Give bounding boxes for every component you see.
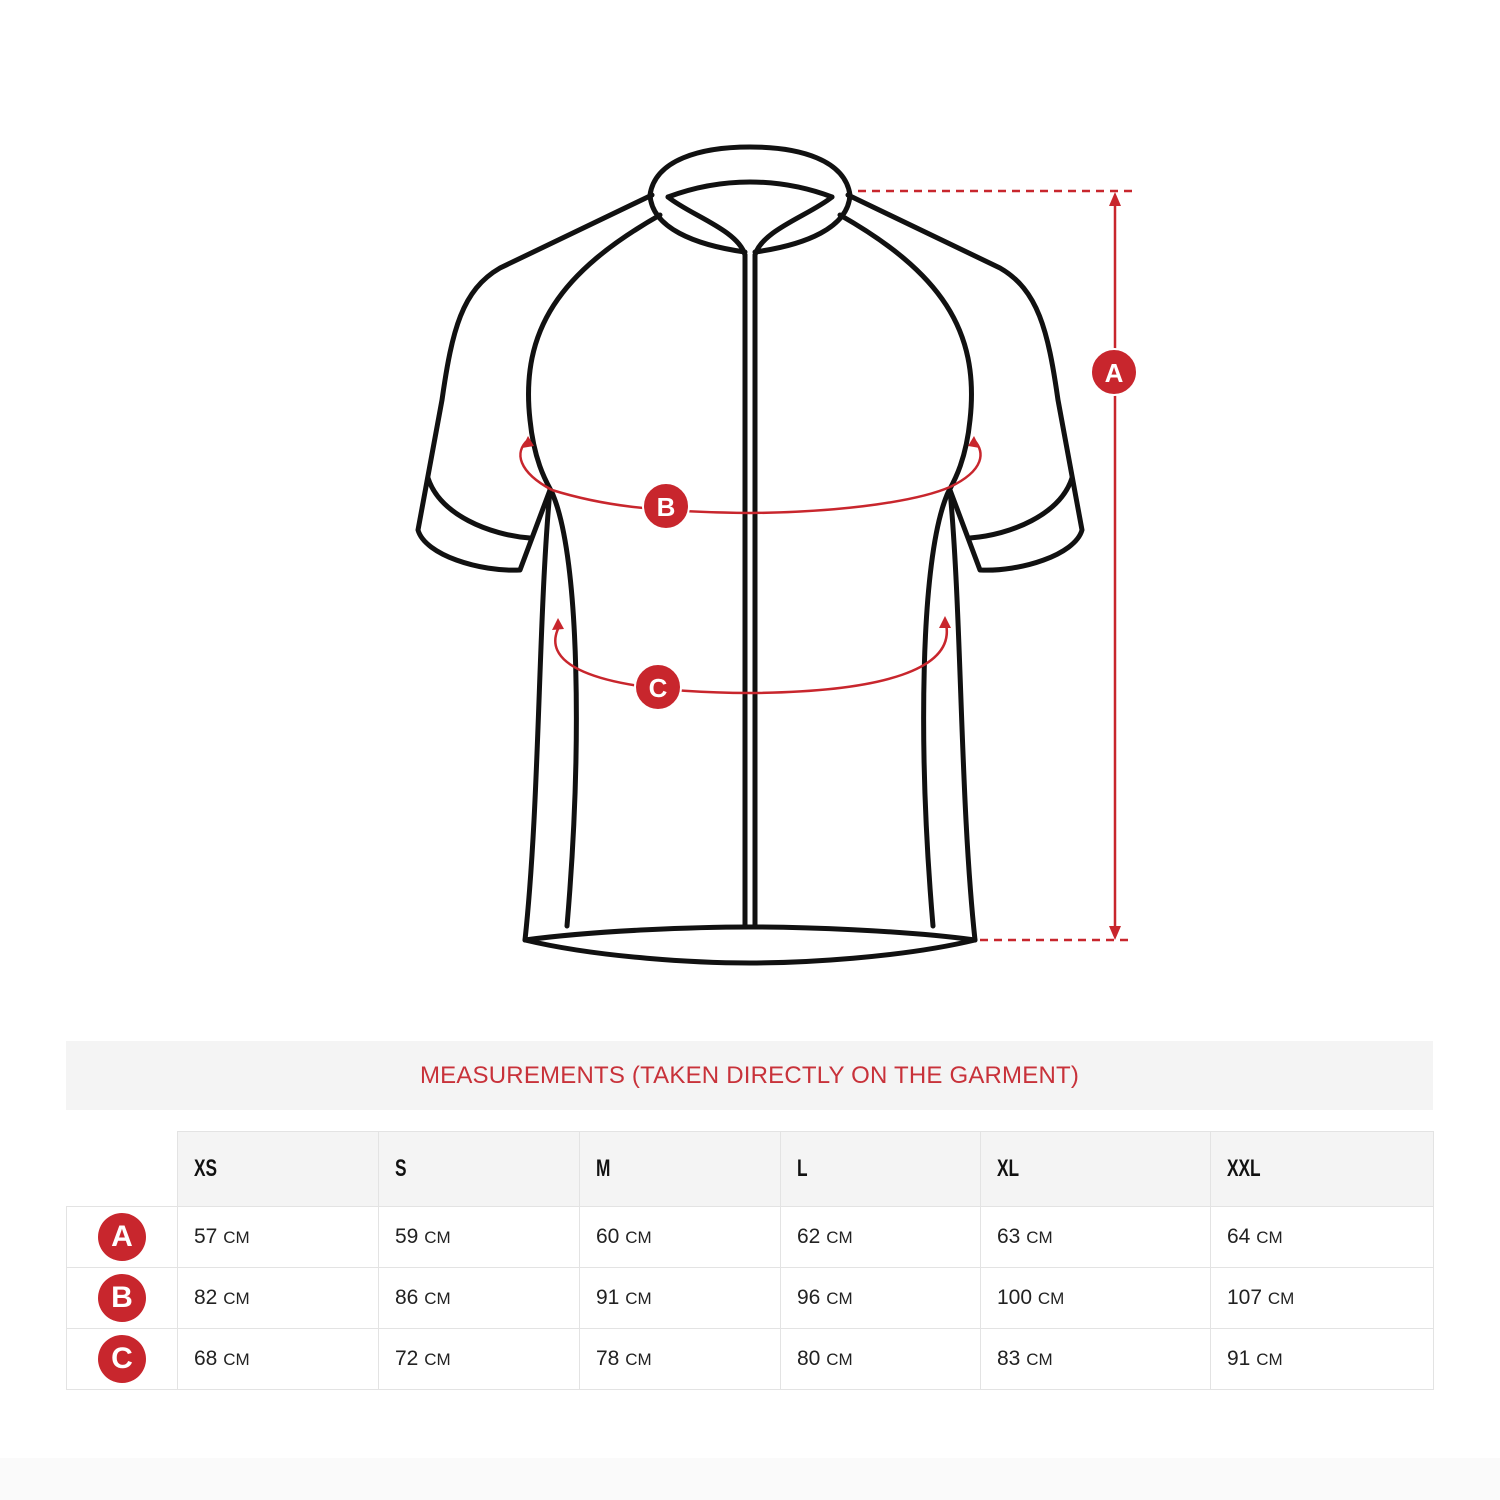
svg-text:A: A bbox=[1105, 358, 1124, 388]
measurement-cell: 64 CM bbox=[1210, 1206, 1434, 1268]
measurement-cell: 62 CM bbox=[780, 1206, 981, 1268]
size-header: S bbox=[378, 1131, 580, 1207]
measurement-cell: 100 CM bbox=[980, 1267, 1211, 1329]
measurement-cell: 86 CM bbox=[378, 1267, 580, 1329]
footer-strip bbox=[0, 1458, 1500, 1500]
measurement-cell: 78 CM bbox=[579, 1328, 781, 1390]
measurement-lines bbox=[519, 189, 1132, 942]
measurement-cell: 60 CM bbox=[579, 1206, 781, 1268]
row-label-cell: B bbox=[66, 1267, 178, 1329]
measurement-cell: 80 CM bbox=[780, 1328, 981, 1390]
measurement-cell: 83 CM bbox=[980, 1328, 1211, 1390]
marker-b-badge: B bbox=[98, 1274, 146, 1322]
size-header: XXL bbox=[1210, 1131, 1434, 1207]
measurement-row: A 57 CM 59 CM 60 CM 62 CM 63 CM 64 CM bbox=[66, 1206, 1434, 1268]
svg-text:B: B bbox=[657, 492, 676, 522]
size-header: XS bbox=[177, 1131, 379, 1207]
row-label-cell: A bbox=[66, 1206, 178, 1268]
jersey-outline bbox=[415, 144, 753, 966]
jersey-diagram: A B C bbox=[415, 144, 1138, 966]
size-header: L bbox=[780, 1131, 981, 1207]
arrowheads bbox=[522, 192, 1121, 940]
size-header: M bbox=[579, 1131, 781, 1207]
measurement-cell: 57 CM bbox=[177, 1206, 379, 1268]
measurement-cell: 91 CM bbox=[579, 1267, 781, 1329]
measurement-cell: 96 CM bbox=[780, 1267, 981, 1329]
svg-text:C: C bbox=[649, 673, 668, 703]
measurement-cell: 91 CM bbox=[1210, 1328, 1434, 1390]
marker-b: B bbox=[642, 482, 690, 530]
measurement-cell: 82 CM bbox=[177, 1267, 379, 1329]
marker-a: A bbox=[1090, 348, 1138, 396]
measurement-cell: 63 CM bbox=[980, 1206, 1211, 1268]
banner-title: MEASUREMENTS (TAKEN DIRECTLY ON THE GARM… bbox=[419, 1061, 1080, 1089]
size-table: XS S M L XL XXL A 57 CM 59 CM 60 CM 62 CM 63 … bbox=[66, 1131, 1434, 1390]
measurement-row: B 82 CM 86 CM 91 CM 96 CM 100 CM 107 CM bbox=[66, 1267, 1434, 1329]
measurement-row: C 68 CM 72 CM 78 CM 80 CM 83 CM 91 CM bbox=[66, 1328, 1434, 1390]
size-header-row: XS S M L XL XXL bbox=[66, 1131, 1434, 1207]
measurement-cell: 72 CM bbox=[378, 1328, 580, 1390]
marker-c-badge: C bbox=[98, 1335, 146, 1383]
row-label-cell: C bbox=[66, 1328, 178, 1390]
marker-c: C bbox=[634, 663, 682, 711]
measurement-cell: 59 CM bbox=[378, 1206, 580, 1268]
size-header: XL bbox=[980, 1131, 1211, 1207]
measurement-cell: 107 CM bbox=[1210, 1267, 1434, 1329]
measurements-banner: MEASUREMENTS (TAKEN DIRECTLY ON THE GARM… bbox=[66, 1041, 1433, 1110]
measurement-cell: 68 CM bbox=[177, 1328, 379, 1390]
corner-cell bbox=[66, 1131, 178, 1207]
marker-a-badge: A bbox=[98, 1213, 146, 1261]
